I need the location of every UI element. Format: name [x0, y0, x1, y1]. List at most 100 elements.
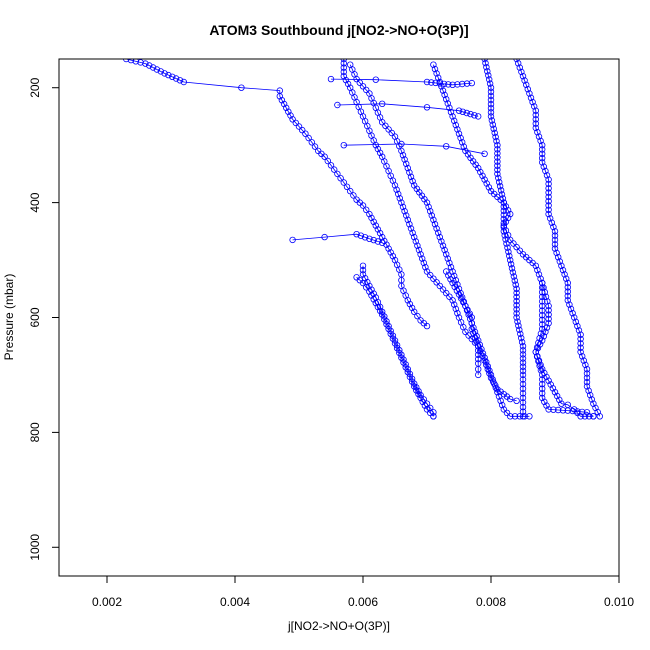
- data-point: [432, 79, 439, 87]
- data-point: [574, 409, 581, 417]
- data-point: [459, 80, 466, 88]
- data-point: [385, 126, 392, 133]
- data-point: [169, 73, 176, 80]
- data-point: [340, 68, 347, 76]
- data-point: [494, 141, 501, 149]
- data-point: [519, 347, 527, 354]
- data-point: [539, 366, 546, 373]
- data-point: [541, 398, 548, 405]
- data-point: [406, 169, 413, 176]
- data-point: [399, 151, 407, 159]
- data-point: [370, 218, 377, 225]
- data-point: [344, 80, 352, 88]
- data-point: [539, 279, 546, 287]
- data-point: [504, 214, 512, 222]
- data-point: [411, 383, 418, 390]
- data-point: [415, 246, 423, 254]
- data-point: [518, 68, 525, 76]
- data-point: [539, 141, 546, 149]
- data-point: [419, 398, 426, 405]
- data-point: [519, 363, 527, 370]
- data-point: [412, 238, 419, 245]
- data-point: [425, 203, 432, 211]
- data-point: [439, 286, 447, 293]
- data-point: [340, 60, 347, 67]
- data-point: [519, 371, 527, 379]
- data-point: [534, 353, 541, 360]
- data-point: [475, 355, 482, 363]
- data-point: [545, 189, 552, 196]
- data-point: [504, 207, 512, 214]
- data-point: [545, 315, 552, 323]
- data-point: [321, 233, 328, 241]
- data-point: [571, 314, 578, 321]
- data-point: [366, 235, 373, 242]
- data-point: [435, 74, 442, 81]
- data-point: [574, 322, 581, 330]
- data-point: [495, 174, 502, 182]
- data-point: [499, 195, 507, 202]
- data-point: [497, 187, 505, 194]
- data-point: [551, 236, 559, 244]
- plot-area: [123, 59, 603, 420]
- data-point: [449, 297, 456, 304]
- data-point: [452, 121, 459, 129]
- data-point: [487, 104, 495, 112]
- data-point: [447, 108, 455, 116]
- data-point: [423, 78, 431, 86]
- data-point: [547, 215, 554, 222]
- data-point: [363, 284, 370, 291]
- data-point: [368, 214, 375, 222]
- data-point: [289, 236, 296, 244]
- data-point: [519, 359, 527, 366]
- data-point: [492, 133, 499, 141]
- data-point: [385, 245, 392, 252]
- data-point: [539, 390, 546, 397]
- data-point: [500, 215, 507, 223]
- data-point: [413, 387, 420, 394]
- data-point: [590, 413, 597, 420]
- data-point: [532, 120, 539, 127]
- data-point: [545, 210, 552, 218]
- data-point: [455, 107, 463, 114]
- data-point: [137, 59, 144, 66]
- data-point: [285, 108, 292, 115]
- series-line: [356, 277, 434, 417]
- data-point: [374, 238, 382, 245]
- data-point: [423, 199, 431, 206]
- data-point: [356, 79, 363, 86]
- data-point: [401, 207, 408, 215]
- data-point: [551, 245, 559, 252]
- data-point: [507, 395, 514, 403]
- data-point: [428, 79, 435, 86]
- data-point: [504, 244, 511, 251]
- data-point: [553, 249, 560, 257]
- data-point: [444, 255, 451, 262]
- data-point: [491, 380, 498, 387]
- data-point: [454, 81, 461, 88]
- data-point: [539, 337, 546, 344]
- data-point: [180, 78, 187, 86]
- data-point: [545, 206, 552, 213]
- data-point: [411, 308, 418, 315]
- data-point: [545, 406, 552, 413]
- data-point: [481, 354, 488, 361]
- data-point: [447, 264, 455, 271]
- data-point: [468, 325, 475, 333]
- series-4: [340, 59, 520, 404]
- y-tick-label: 400: [28, 192, 42, 212]
- data-point: [487, 100, 495, 108]
- data-point: [487, 84, 495, 91]
- data-point: [500, 203, 507, 210]
- data-point: [295, 123, 303, 130]
- data-point: [503, 409, 511, 417]
- series-line: [445, 271, 479, 375]
- data-point: [534, 344, 542, 352]
- data-point: [516, 64, 523, 71]
- data-point: [559, 407, 567, 414]
- data-point: [463, 80, 471, 87]
- data-point: [417, 251, 424, 258]
- data-point: [455, 130, 463, 137]
- data-point: [582, 361, 589, 369]
- data-point: [342, 76, 350, 84]
